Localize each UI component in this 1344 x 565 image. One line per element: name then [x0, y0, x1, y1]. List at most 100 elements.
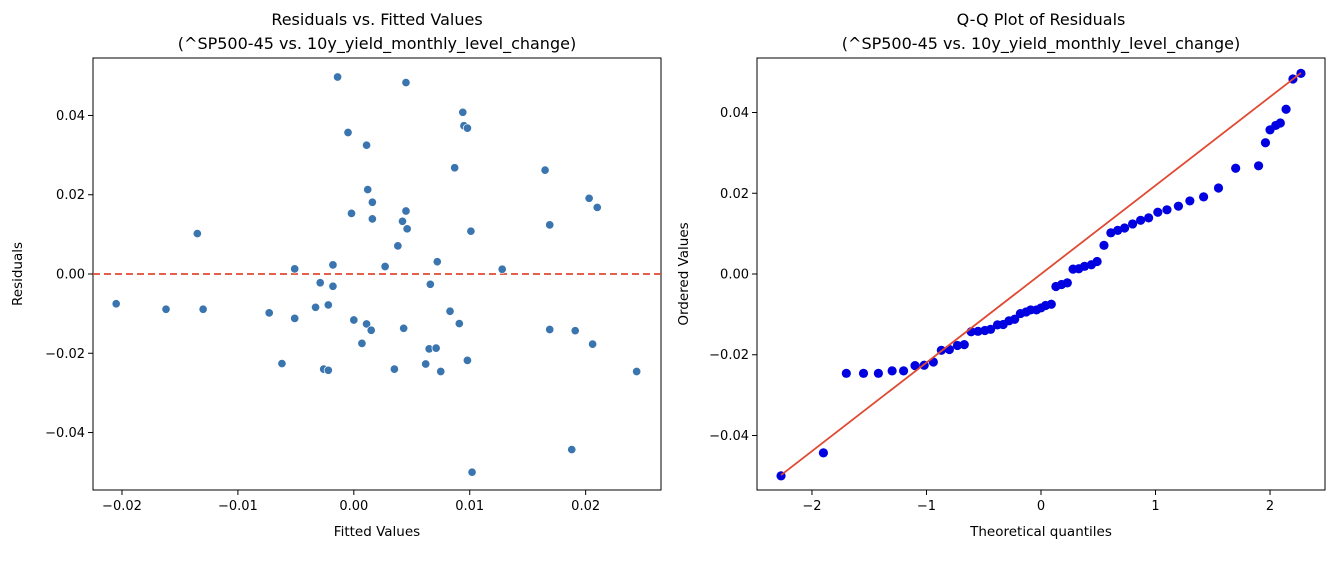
residual-point [570, 326, 580, 336]
x-tick-label: 0.01 [455, 499, 484, 514]
qq-point [973, 326, 983, 336]
y-tick-label: −0.02 [45, 347, 85, 362]
qq-point [1062, 278, 1072, 288]
residual-point [277, 359, 287, 369]
residual-point [198, 304, 208, 314]
x-axis-label: Fitted Values [334, 524, 420, 540]
qq-fit-line [780, 72, 1302, 476]
qq-plot-panel: Q-Q Plot of Residuals (^SP500-45 vs. 10y_… [676, 10, 1326, 540]
y-axis-label: Residuals [10, 242, 26, 306]
qq-point [858, 368, 869, 378]
residual-point [349, 315, 359, 325]
residual-point [311, 302, 321, 312]
residual-point [421, 359, 431, 369]
x-axis-label: Theoretical quantiles [969, 524, 1112, 540]
residual-point [450, 163, 460, 173]
y-tick-label: 0.00 [56, 268, 85, 283]
qq-point [1119, 223, 1130, 233]
residual-point [462, 355, 472, 365]
residual-point [399, 323, 409, 333]
residual-point [315, 278, 325, 288]
x-tick-label: 2 [1266, 499, 1274, 514]
qq-point [952, 340, 963, 351]
qq-point [1010, 314, 1020, 324]
chart-subtitle: (^SP500-45 vs. 10y_yield_monthly_level_c… [178, 34, 576, 54]
residual-point [290, 264, 300, 274]
residual-point [367, 214, 377, 224]
qq-point [986, 324, 996, 334]
x-tick-label: 0 [1037, 499, 1045, 514]
qq-point [1281, 104, 1291, 114]
residual-point [545, 220, 555, 230]
qq-point [1046, 299, 1056, 309]
residual-point [401, 78, 411, 88]
residual-point [367, 197, 377, 207]
residual-point [467, 467, 477, 477]
chart-title: Residuals vs. Fitted Values [271, 10, 482, 29]
x-tick-label: −0.02 [102, 499, 142, 514]
chart-title: Q-Q Plot of Residuals [957, 10, 1126, 29]
qq-point [1099, 240, 1109, 250]
qq-point [1079, 261, 1090, 271]
residual-point [540, 165, 550, 175]
residual-point [362, 140, 372, 150]
residual-point [402, 224, 412, 234]
y-tick-label: −0.04 [45, 426, 85, 441]
y-tick-label: 0.00 [720, 268, 749, 283]
residual-point [328, 260, 338, 270]
qq-point [1185, 196, 1195, 206]
residual-point [290, 313, 300, 323]
residual-point [380, 261, 390, 272]
residual-point [497, 264, 507, 274]
x-tick-label: 1 [1151, 499, 1159, 514]
qq-point [1092, 256, 1102, 267]
y-tick-label: 0.04 [720, 106, 749, 121]
residual-point [436, 366, 446, 377]
x-tick-label: 0.02 [571, 499, 600, 514]
y-tick-label: 0.04 [56, 109, 85, 124]
y-tick-label: 0.02 [720, 187, 749, 202]
residual-point [366, 325, 376, 335]
chart-subtitle: (^SP500-45 vs. 10y_yield_monthly_level_c… [842, 34, 1240, 54]
residual-point [389, 364, 399, 374]
qq-point [959, 340, 969, 350]
qq-point [1213, 183, 1224, 193]
residual-point [161, 304, 171, 314]
residual-point [432, 257, 442, 267]
residual-point [431, 343, 441, 353]
residual-point [346, 208, 357, 218]
qq-point [1144, 213, 1154, 223]
residual-point [545, 324, 555, 335]
qq-point [1260, 138, 1271, 148]
residual-point [363, 185, 373, 195]
qq-point [1136, 215, 1146, 225]
residual-point [328, 281, 338, 291]
residual-point [401, 206, 411, 216]
qq-point [887, 366, 897, 376]
residual-point [333, 72, 343, 82]
residual-point [264, 308, 274, 318]
qq-point [1153, 207, 1163, 217]
y-tick-label: 0.02 [56, 188, 85, 203]
qq-point [898, 366, 909, 376]
y-axis-label: Ordered Values [676, 222, 692, 325]
residual-point [567, 445, 577, 455]
qq-point [841, 368, 851, 378]
x-tick-label: −1 [917, 499, 936, 514]
residual-point [458, 107, 468, 117]
qq-point [1253, 161, 1264, 171]
x-tick-label: 0.00 [339, 499, 368, 514]
residual-point [323, 365, 333, 375]
residual-point [632, 366, 642, 377]
residual-point [362, 319, 372, 329]
qq-point [1231, 163, 1241, 173]
residual-point [584, 193, 594, 203]
x-tick-label: −2 [802, 499, 821, 514]
residual-point [111, 299, 121, 309]
qq-point [1162, 205, 1172, 215]
qq-point [1173, 201, 1184, 211]
residual-point [462, 123, 472, 133]
residual-point [454, 318, 464, 329]
qq-point [873, 368, 883, 378]
